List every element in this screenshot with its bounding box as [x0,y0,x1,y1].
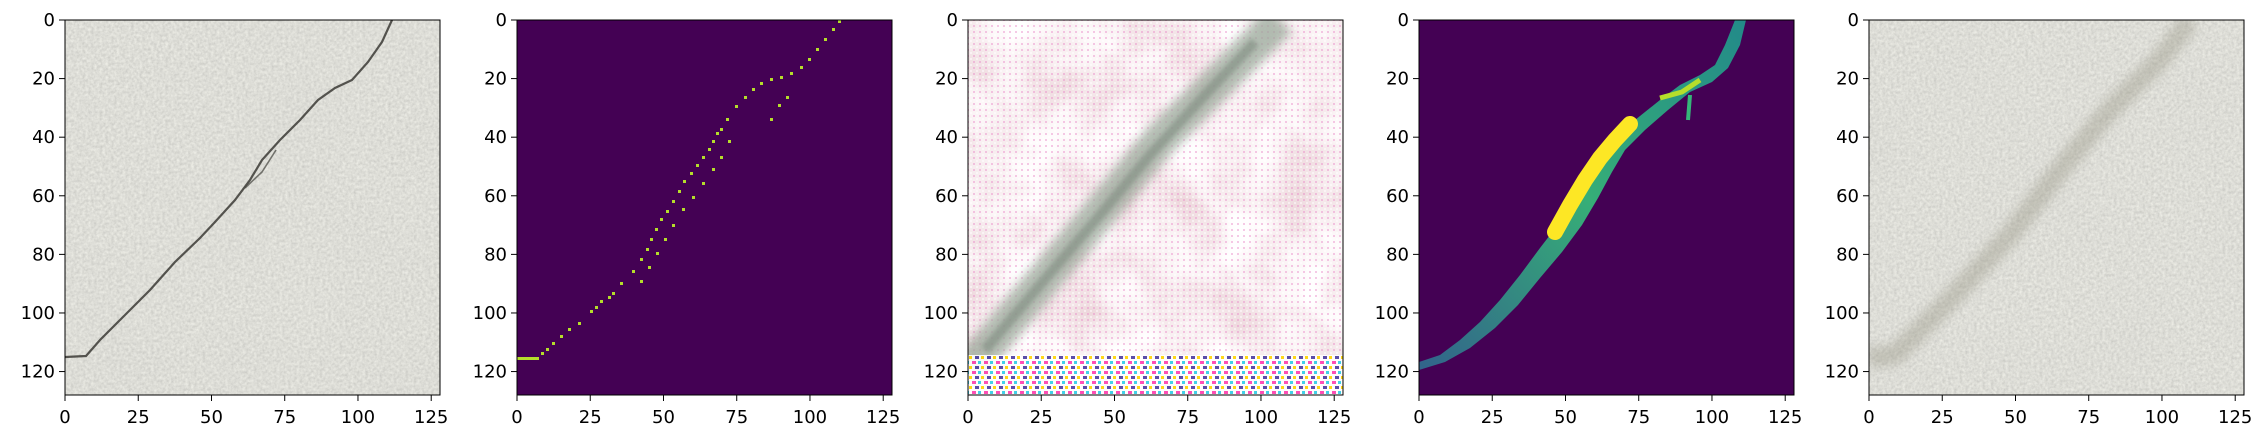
y-tick-label: 20 [935,69,958,90]
x-tick-label: 75 [725,407,748,428]
y-tick-label: 100 [21,303,55,324]
x-tick-label: 125 [1768,407,1802,428]
x-tick-label: 100 [1695,407,1729,428]
y-tick-label: 120 [473,362,507,383]
x-tick-label: 0 [1413,407,1424,428]
panel-2-image [517,20,892,395]
panel-3-frame [967,19,1344,396]
x-tick-label: 75 [273,407,296,428]
y-tick-label: 120 [21,362,55,383]
panel-3-image [968,20,1343,395]
y-tick-label: 40 [32,127,55,148]
x-tick-label: 100 [2145,407,2179,428]
x-tick-label: 100 [1244,407,1278,428]
y-tick-label: 60 [484,186,507,207]
panel-2-frame [516,19,893,396]
y-tick-label: 40 [1386,127,1409,148]
x-tick-label: 50 [1103,407,1126,428]
panel-1-frame [64,19,441,396]
y-tick-label: 0 [1848,10,1859,31]
y-tick-label: 60 [1836,186,1859,207]
x-tick-label: 0 [511,407,522,428]
panel-4-frame [1418,19,1795,396]
y-tick-label: 20 [32,69,55,90]
y-tick-label: 120 [924,362,958,383]
x-tick-label: 25 [1931,407,1954,428]
x-tick-label: 25 [1481,407,1504,428]
x-tick-label: 0 [962,407,973,428]
y-tick-label: 80 [484,244,507,265]
panel-4-image [1419,20,1794,395]
x-tick-label: 25 [579,407,602,428]
y-tick-label: 40 [935,127,958,148]
y-tick-label: 120 [1825,362,1859,383]
y-tick-label: 40 [1836,127,1859,148]
y-tick-label: 40 [484,127,507,148]
x-tick-label: 50 [652,407,675,428]
panel-5-frame [1868,19,2245,396]
x-tick-label: 125 [1317,407,1351,428]
y-tick-label: 100 [1375,303,1409,324]
crack-mask-dots [517,20,841,360]
y-tick-label: 20 [484,69,507,90]
y-tick-label: 100 [924,303,958,324]
y-tick-label: 20 [1386,69,1409,90]
x-tick-label: 50 [200,407,223,428]
x-tick-label: 50 [2004,407,2027,428]
x-tick-label: 0 [1863,407,1874,428]
y-tick-label: 60 [32,186,55,207]
x-tick-label: 125 [866,407,900,428]
x-tick-label: 125 [2218,407,2252,428]
y-tick-label: 0 [947,10,958,31]
y-tick-label: 60 [935,186,958,207]
x-tick-label: 125 [414,407,448,428]
faint-crack-shadow [1869,20,2198,368]
x-tick-label: 25 [127,407,150,428]
y-tick-label: 0 [44,10,55,31]
axes-layer: 0 25 50 75 100 125 0 20 40 60 80 100 120 0 25 50 75 100 12… [21,10,2253,428]
x-tick-label: 100 [793,407,827,428]
y-tick-label: 60 [1386,186,1409,207]
stripe-artifact [968,355,1343,395]
y-tick-label: 20 [1836,69,1859,90]
x-tick-label: 100 [341,407,375,428]
y-tick-label: 100 [1825,303,1859,324]
x-tick-label: 25 [1030,407,1053,428]
y-tick-label: 80 [1836,244,1859,265]
y-tick-label: 80 [1386,244,1409,265]
x-tick-label: 50 [1554,407,1577,428]
x-tick-label: 0 [59,407,70,428]
y-tick-label: 80 [935,244,958,265]
y-tick-label: 0 [1398,10,1409,31]
y-tick-label: 120 [1375,362,1409,383]
y-tick-label: 0 [496,10,507,31]
x-tick-label: 75 [1176,407,1199,428]
x-tick-label: 75 [2077,407,2100,428]
x-tick-label: 75 [1627,407,1650,428]
panel-1-image [65,20,440,395]
panel-5-image [1869,20,2244,395]
y-tick-label: 80 [32,244,55,265]
y-tick-label: 100 [473,303,507,324]
crack-line [65,20,394,359]
